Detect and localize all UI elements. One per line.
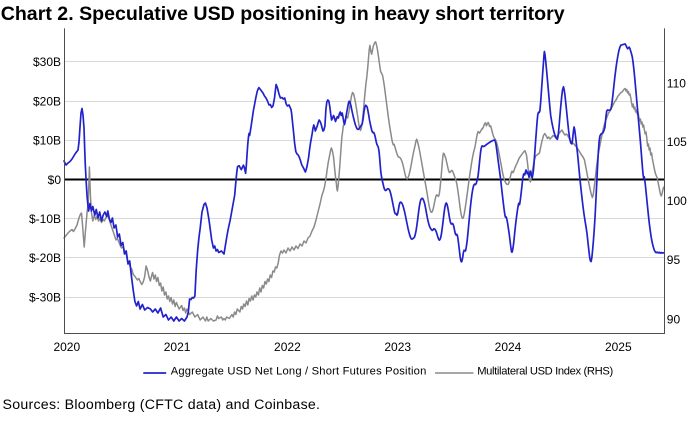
svg-text:Aggregate USD Net Long / Short: Aggregate USD Net Long / Short Futures P… <box>171 366 427 378</box>
svg-text:$30B: $30B <box>33 55 61 69</box>
svg-text:2024: 2024 <box>495 340 522 354</box>
svg-text:2022: 2022 <box>274 340 301 354</box>
svg-text:$20B: $20B <box>33 94 61 108</box>
svg-text:Multilateral USD Index (RHS): Multilateral USD Index (RHS) <box>477 366 613 378</box>
svg-text:Sources: Bloomberg (CFTC data): Sources: Bloomberg (CFTC data) and Coinb… <box>3 397 321 413</box>
svg-text:$0: $0 <box>48 173 62 187</box>
svg-text:$-30B: $-30B <box>29 290 61 304</box>
svg-text:110: 110 <box>667 76 686 90</box>
svg-text:Chart 2. Speculative USD posit: Chart 2. Speculative USD positioning in … <box>1 3 565 25</box>
svg-text:$-10B: $-10B <box>29 212 61 226</box>
svg-text:2025: 2025 <box>605 340 632 354</box>
svg-text:100: 100 <box>667 194 687 208</box>
svg-text:95: 95 <box>667 253 681 267</box>
svg-text:$10B: $10B <box>33 134 61 148</box>
svg-text:2023: 2023 <box>384 340 411 354</box>
svg-text:105: 105 <box>667 135 687 149</box>
svg-text:2021: 2021 <box>164 340 191 354</box>
svg-text:2020: 2020 <box>53 340 80 354</box>
svg-text:90: 90 <box>667 313 681 327</box>
svg-text:$-20B: $-20B <box>29 251 61 265</box>
